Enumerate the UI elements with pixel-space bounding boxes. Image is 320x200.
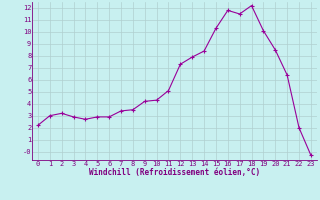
X-axis label: Windchill (Refroidissement éolien,°C): Windchill (Refroidissement éolien,°C) xyxy=(89,168,260,177)
